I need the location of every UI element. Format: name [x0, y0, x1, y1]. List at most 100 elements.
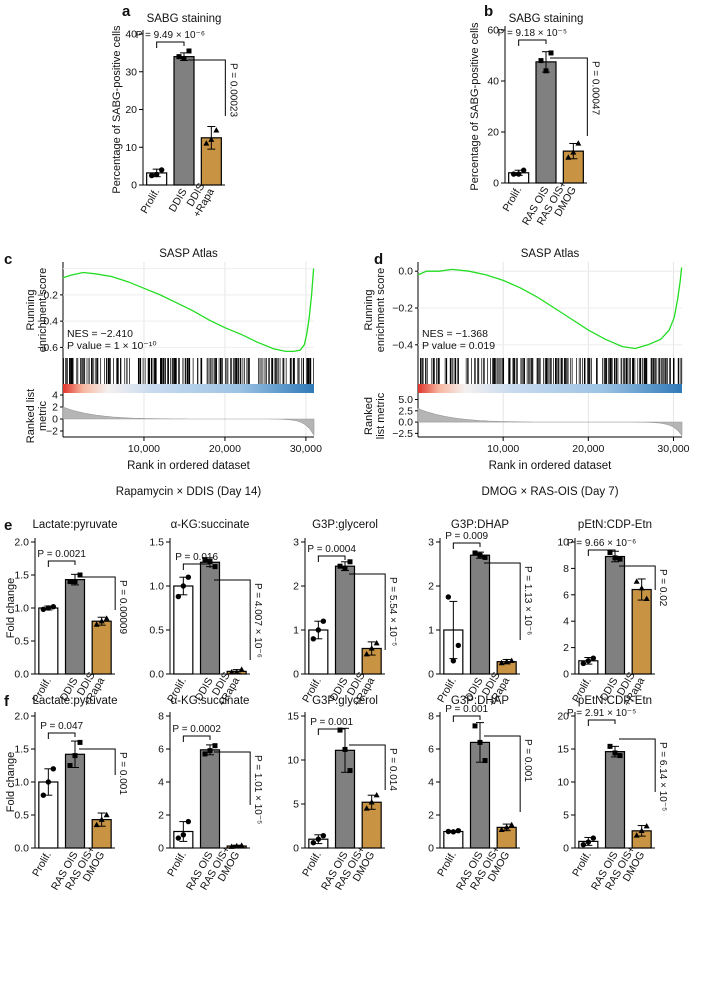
y-tick-label: 8 [428, 711, 434, 723]
bar-1 [199, 749, 221, 849]
y-tick-label: 0.0 [14, 843, 29, 855]
y-tick-label: 2 [158, 810, 164, 822]
data-point [212, 743, 218, 749]
data-point [77, 572, 83, 578]
data-point [228, 669, 235, 675]
data-point [315, 627, 322, 633]
data-point [347, 559, 353, 565]
data-point [643, 595, 650, 601]
p-value-label: P = 0.00047 [589, 61, 600, 115]
y-tick-label: 3 [428, 537, 434, 549]
p-value-label: P = 0.001 [117, 752, 128, 795]
y-tick-label: 0 [293, 669, 299, 681]
bar-2 [91, 620, 112, 675]
bar-1 [199, 561, 221, 675]
y-axis-label: enrichment score [375, 268, 387, 352]
y-tick-label: 4 [563, 616, 569, 628]
y-tick-label: 10 [557, 777, 569, 789]
data-point [72, 579, 78, 585]
data-point [337, 727, 343, 733]
data-point [482, 554, 488, 560]
data-point [445, 594, 452, 600]
y-tick-label: 8 [158, 711, 164, 723]
significance-bracket [156, 41, 185, 48]
chart-title: G3P:glycerol [312, 695, 378, 707]
chart-title: α-KG:succinate [171, 519, 250, 531]
y-axis-label: Fold change [5, 578, 17, 639]
data-point [455, 827, 462, 834]
x-tick-label: 30,000 [290, 443, 322, 455]
data-point [45, 605, 52, 611]
data-point [175, 835, 182, 841]
y-tick-label: 20 [487, 127, 499, 139]
chart-title: G3P:DHAP [451, 519, 509, 531]
y-tick-label: 1 [428, 625, 434, 637]
y-tick-label: 0 [563, 843, 569, 855]
category-label-text: Prolif. [30, 850, 54, 879]
y-tick-label: 1.5 [149, 537, 164, 549]
data-point [67, 763, 73, 768]
data-point [508, 821, 515, 828]
bar-1 [64, 579, 86, 675]
y-axis-label: list metric [375, 392, 387, 439]
data-point [633, 832, 640, 838]
y-tick-label: 4 [52, 390, 58, 402]
bar-1 [604, 751, 626, 849]
y-tick-label: 0 [52, 414, 58, 426]
chart-title: G3P:glycerol [312, 519, 378, 531]
y-tick-label: 5 [293, 799, 299, 811]
data-point [590, 655, 597, 661]
data-point [40, 792, 47, 798]
y-tick-label: 40 [125, 29, 137, 41]
p-value-label: P = 6.14 × 10⁻⁵ [657, 742, 668, 811]
data-point [565, 154, 572, 160]
y-tick-label: 1.0 [149, 581, 164, 593]
significance-bracket [587, 719, 616, 726]
rank-color-strip [63, 384, 314, 393]
data-point [643, 823, 650, 829]
bar-1 [535, 61, 557, 184]
data-point [238, 666, 245, 672]
data-point [472, 723, 478, 729]
y-tick-label: 2.0 [14, 711, 29, 723]
p-value-label: P = 0.0004 [307, 544, 356, 555]
y-tick-label: 2 [52, 402, 58, 414]
p-value-label: P = 2.91 × 10⁻⁵ [567, 708, 636, 719]
panel-letter: c [4, 251, 12, 268]
y-axis-label: Percentage of SABG-positive cells [469, 22, 481, 191]
y-tick-label: 0 [158, 843, 164, 855]
y-tick-label: 0.5 [14, 636, 29, 648]
p-value-label: P = 0.047 [40, 721, 83, 732]
y-tick-label: −0.4 [392, 339, 413, 351]
data-point [158, 167, 165, 173]
data-point [498, 659, 505, 666]
data-point [363, 651, 370, 657]
data-point [347, 768, 353, 774]
bar-0 [173, 585, 194, 675]
nes-label: NES = −2.410 [67, 328, 133, 340]
significance-bracket [484, 735, 521, 812]
data-point [310, 840, 317, 846]
p-value-label: P = 0.014 [387, 748, 398, 791]
category-label-text: Prolif. [570, 850, 594, 879]
data-point [186, 48, 192, 54]
bar-1 [604, 555, 626, 675]
p-value-label: P = 1.01 × 10⁻⁵ [252, 755, 263, 824]
y-tick-label: 2 [293, 581, 299, 593]
y-tick-label: 0 [428, 669, 434, 681]
ranked-metric-area [417, 408, 683, 437]
significance-bracket [317, 728, 346, 735]
data-point [40, 606, 47, 613]
data-point [508, 657, 515, 663]
y-tick-label: 15 [287, 711, 299, 723]
p-value-label: P = 9.66 × 10⁻⁶ [567, 538, 636, 549]
y-axis-label: Ranked [363, 397, 375, 435]
significance-bracket [349, 573, 386, 650]
significance-bracket [79, 748, 116, 775]
p-value-label: P = 5.54 × 10⁻⁵ [387, 577, 398, 646]
y-axis-label: Running [25, 290, 37, 331]
